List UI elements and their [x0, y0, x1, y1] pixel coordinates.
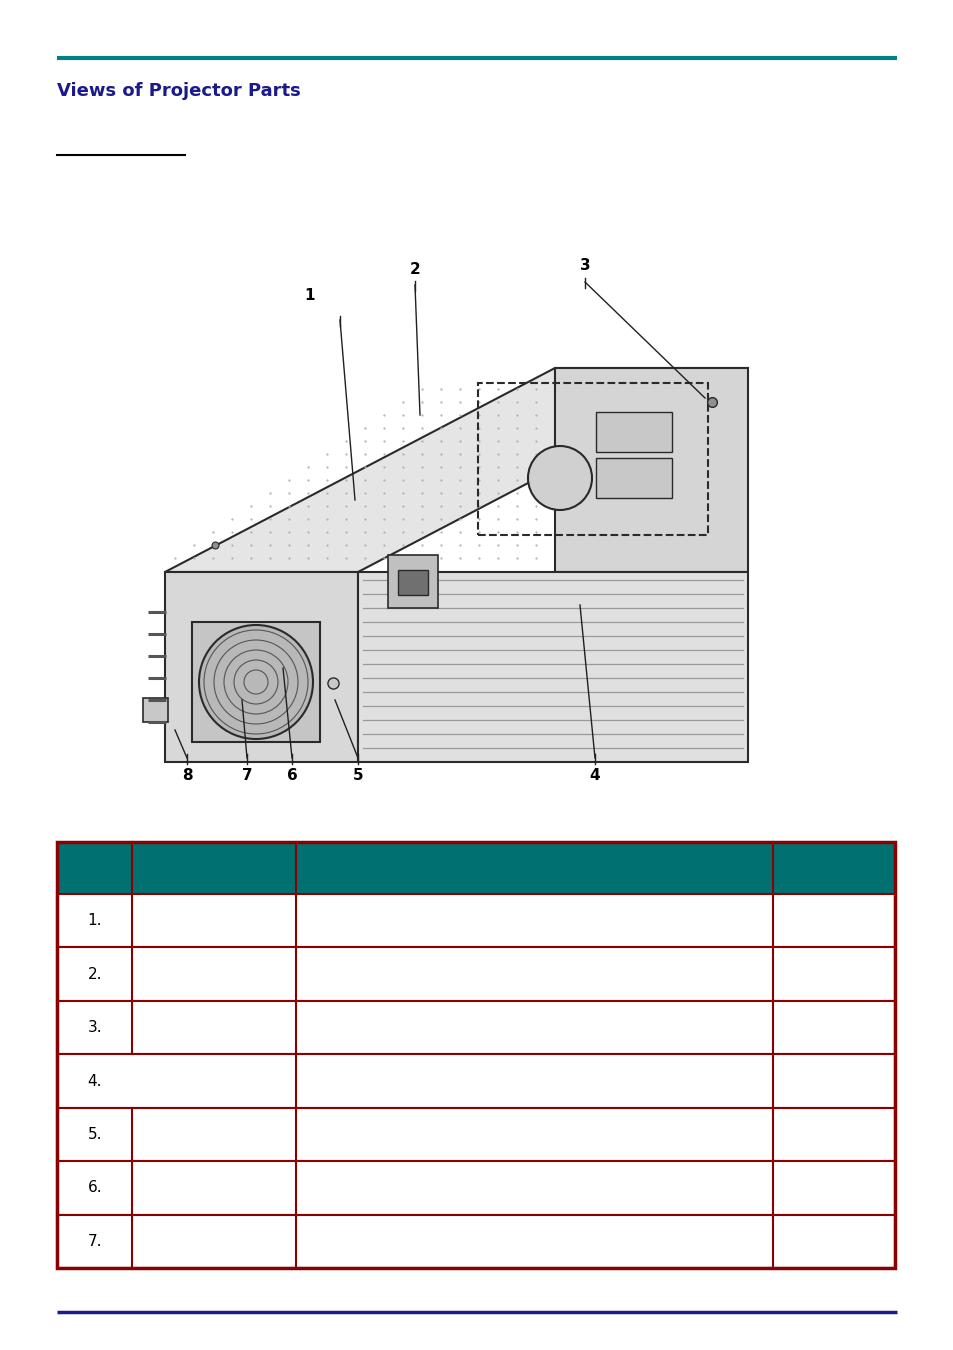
Text: 2: 2 — [409, 262, 420, 278]
Circle shape — [527, 446, 592, 510]
Bar — [57, 1161, 894, 1215]
Bar — [57, 894, 894, 948]
Polygon shape — [165, 572, 357, 761]
Polygon shape — [192, 622, 319, 742]
Text: 7: 7 — [241, 768, 252, 783]
Text: 5: 5 — [353, 768, 363, 783]
Text: 7.: 7. — [88, 1234, 102, 1249]
Text: 4: 4 — [589, 768, 599, 783]
Polygon shape — [596, 412, 671, 452]
Polygon shape — [388, 555, 437, 608]
Text: 3.: 3. — [88, 1021, 102, 1035]
Text: 1.: 1. — [88, 913, 102, 929]
Polygon shape — [165, 369, 747, 572]
Bar — [477, 383, 707, 535]
Bar — [57, 1000, 894, 1054]
Text: Views of Projector Parts: Views of Projector Parts — [57, 82, 300, 100]
Polygon shape — [397, 570, 428, 595]
Bar — [57, 1215, 894, 1268]
Text: 6.: 6. — [88, 1180, 102, 1195]
Bar — [57, 948, 894, 1000]
Text: 8: 8 — [181, 768, 193, 783]
Text: 2.: 2. — [88, 967, 102, 981]
Bar — [57, 842, 894, 1268]
Bar — [57, 1108, 894, 1161]
Polygon shape — [596, 458, 671, 498]
Bar — [57, 1054, 894, 1108]
Polygon shape — [143, 698, 168, 722]
Text: 5.: 5. — [88, 1127, 102, 1142]
Polygon shape — [357, 572, 747, 761]
Polygon shape — [555, 369, 747, 572]
Text: 3: 3 — [579, 258, 590, 273]
Text: 6: 6 — [286, 768, 297, 783]
Text: 4.: 4. — [88, 1073, 102, 1088]
Bar — [57, 842, 894, 894]
Circle shape — [199, 625, 313, 738]
Text: 1: 1 — [304, 288, 314, 302]
